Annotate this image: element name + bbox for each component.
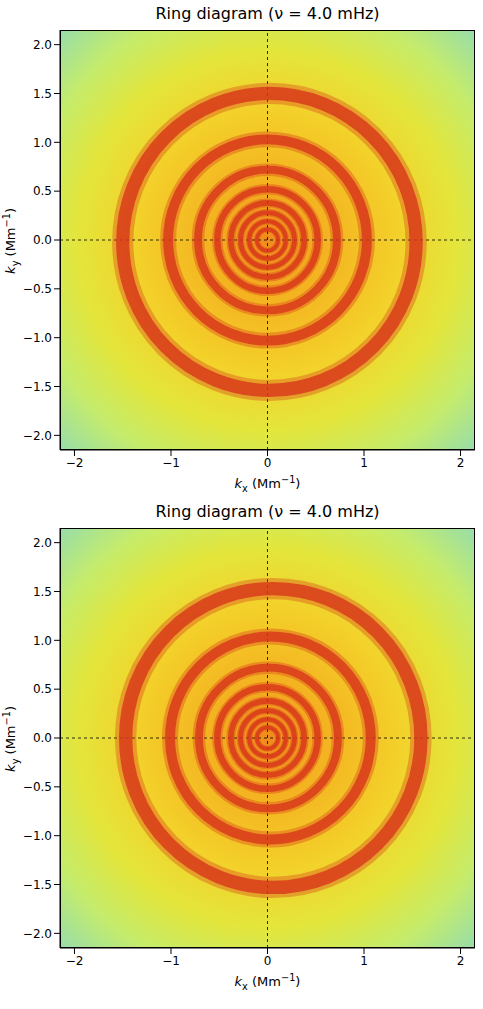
html-text:kx (Mm−1): kx (Mm−1): [234, 474, 301, 494]
svg-text:−1: −1: [162, 456, 180, 470]
svg-text:1.5: 1.5: [33, 585, 52, 599]
svg-text:−1.5: −1.5: [23, 380, 52, 394]
svg-text:2.0: 2.0: [33, 536, 52, 550]
html-text:kx (Mm−1): kx (Mm−1): [234, 972, 301, 992]
svg-text:1.0: 1.0: [33, 634, 52, 648]
svg-text:2: 2: [457, 456, 465, 470]
svg-text:−2.0: −2.0: [23, 429, 52, 443]
svg-text:−1: −1: [162, 954, 180, 968]
svg-text:−2: −2: [66, 456, 84, 470]
svg-text:1: 1: [360, 954, 368, 968]
svg-text:−0.5: −0.5: [23, 780, 52, 794]
svg-text:−1.5: −1.5: [23, 878, 52, 892]
html-text:Ring diagram (ν = 4.0 mHz): Ring diagram (ν = 4.0 mHz): [155, 4, 380, 23]
svg-text:2: 2: [457, 954, 465, 968]
svg-text:0: 0: [264, 456, 272, 470]
svg-text:−1.0: −1.0: [23, 331, 52, 345]
svg-text:2.0: 2.0: [33, 38, 52, 52]
svg-text:0.0: 0.0: [33, 731, 52, 745]
html-text:Mm: Mm: [3, 227, 19, 252]
html-text:−1: −1: [1, 213, 12, 228]
svg-text:−2: −2: [66, 954, 84, 968]
svg-text:0: 0: [264, 954, 272, 968]
svg-text:1.0: 1.0: [33, 136, 52, 150]
svg-text:−1.0: −1.0: [23, 829, 52, 843]
svg-text:1: 1: [360, 456, 368, 470]
html-text:Ring diagram (ν = 4.0 mHz): Ring diagram (ν = 4.0 mHz): [155, 502, 380, 521]
svg-text:0.0: 0.0: [33, 233, 52, 247]
svg-text:0.5: 0.5: [33, 184, 52, 198]
svg-text:−0.5: −0.5: [23, 282, 52, 296]
html-text:k: k: [3, 266, 19, 274]
svg-text:1.5: 1.5: [33, 87, 52, 101]
html-text:k: k: [3, 764, 19, 772]
html-text:y: y: [10, 758, 21, 765]
html-text:Mm: Mm: [3, 725, 19, 750]
svg-text:0.5: 0.5: [33, 682, 52, 696]
html-text:y: y: [10, 260, 21, 267]
svg-text:−2.0: −2.0: [23, 927, 52, 941]
html-text:−1: −1: [1, 711, 12, 726]
